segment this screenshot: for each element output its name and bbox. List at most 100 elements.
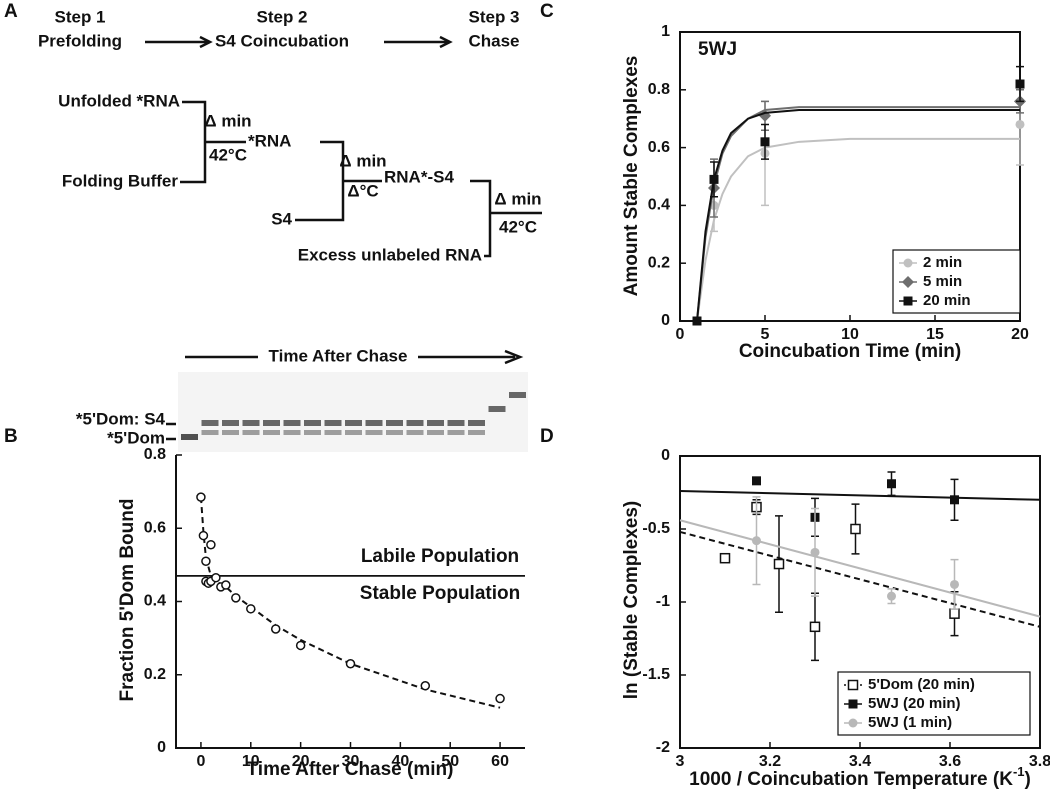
y-tick-label: -1.5 — [642, 666, 670, 683]
point — [345, 659, 356, 669]
y-tick-label: 0.2 — [144, 666, 166, 683]
gel-band — [427, 430, 444, 435]
gel-band — [201, 420, 219, 426]
x-tick-label: 20 — [292, 753, 310, 770]
legend-label: 5WJ (1 min) — [868, 714, 952, 731]
y-tick-label: -2 — [656, 739, 670, 756]
point — [1015, 119, 1025, 129]
reagent: *RNA — [248, 131, 291, 150]
gel-band — [242, 430, 260, 435]
panel-label: D — [540, 426, 554, 447]
legend-label: 5 min — [923, 273, 962, 290]
annotation: Labile Population — [361, 546, 519, 567]
gel-band — [263, 420, 280, 426]
y-tick-label: 0.6 — [648, 139, 670, 156]
panel-label: A — [4, 1, 18, 22]
point — [950, 579, 959, 589]
y-tick-label: 0 — [157, 739, 166, 756]
gel-title: Time After Chase — [269, 346, 408, 365]
point — [221, 580, 231, 590]
reagent: Unfolded *RNA — [58, 91, 180, 110]
legend-label: 20 min — [923, 292, 971, 309]
point — [719, 552, 731, 564]
x-tick-label: 15 — [926, 326, 944, 343]
point — [211, 572, 221, 583]
gel-band — [468, 420, 485, 426]
point — [760, 137, 770, 147]
gel-band — [447, 430, 465, 435]
x-tick-label: 3.4 — [849, 753, 871, 770]
legend-marker — [902, 276, 914, 288]
x-axis-label-sup: -1 — [1013, 764, 1025, 779]
y-tick-label: 0.4 — [648, 197, 670, 214]
fit-line — [679, 530, 1041, 628]
reagent: RNA*-S4 — [384, 167, 454, 186]
x-axis-label: 1000 / Coincubation Temperature (K-1) — [689, 764, 1031, 790]
point — [201, 556, 211, 566]
y-axis-label: ln (Stable Complexes) — [621, 501, 642, 700]
bracket — [180, 100, 246, 184]
legend-label: 2 min — [923, 254, 962, 271]
y-tick-label: 0.2 — [648, 254, 670, 271]
band-label: *5'Dom: S4 — [76, 409, 166, 428]
legend-label: 5WJ (20 min) — [868, 695, 961, 712]
reagent: Folding Buffer — [62, 171, 179, 190]
point — [850, 523, 861, 535]
x-tick-label: 3.2 — [759, 753, 781, 770]
condition: Δ min — [339, 151, 386, 170]
gel-band — [509, 392, 526, 398]
y-tick-label: 1 — [661, 23, 670, 40]
point — [270, 624, 281, 634]
x-tick-label: 3.8 — [1029, 753, 1050, 770]
x-tick-label: 30 — [342, 753, 360, 770]
x-axis-label: Coincubation Time (min) — [739, 341, 961, 362]
gel-band — [345, 430, 362, 435]
point — [810, 547, 820, 557]
panel-label: B — [4, 426, 18, 447]
gel-band — [345, 420, 362, 426]
gel-band — [406, 420, 424, 426]
gel-band — [365, 420, 383, 426]
y-axis-label: Amount Stable Complexes — [621, 56, 642, 297]
gel-band — [406, 430, 424, 435]
panel-label: C — [540, 1, 554, 22]
reagent: Excess unlabeled RNA — [298, 245, 482, 264]
point — [196, 492, 206, 502]
y-tick-label: 0.8 — [648, 81, 670, 98]
point — [887, 479, 896, 489]
point — [198, 530, 209, 541]
y-tick-label: 0 — [661, 447, 670, 464]
x-tick-label: 0 — [196, 753, 205, 770]
point — [949, 608, 960, 619]
fit-line — [679, 519, 1041, 618]
point — [692, 316, 702, 326]
y-tick-label: -1 — [656, 593, 670, 610]
point — [773, 558, 785, 570]
legend-label: 5'Dom (20 min) — [868, 676, 975, 693]
step-title: Prefolding — [38, 31, 122, 50]
condition: Δ°C — [347, 181, 378, 200]
x-tick-label: 3.6 — [939, 753, 961, 770]
gel-title-bg — [258, 346, 418, 368]
gel-band — [488, 406, 506, 412]
gel-band — [447, 420, 465, 426]
band-label: *5'Dom — [107, 428, 165, 447]
step-arrows — [145, 35, 453, 49]
gel-band — [222, 430, 239, 435]
gel-band — [304, 420, 321, 426]
point — [420, 680, 431, 691]
x-tick-label: 20 — [1011, 326, 1029, 343]
step-title: Step 3 — [468, 7, 519, 26]
legend-marker — [848, 699, 858, 709]
condition: 42°C — [499, 217, 537, 236]
step-title: S4 Coincubation — [215, 31, 349, 50]
x-tick-label: 10 — [841, 326, 859, 343]
x-axis-label: Time After Chase (min) — [247, 759, 454, 780]
gel-bands — [181, 392, 526, 440]
condition: Δ min — [494, 189, 541, 208]
y-tick-label: 0.4 — [144, 593, 166, 610]
legend-marker — [903, 296, 913, 306]
point — [495, 693, 505, 704]
legend-marker — [847, 679, 859, 691]
